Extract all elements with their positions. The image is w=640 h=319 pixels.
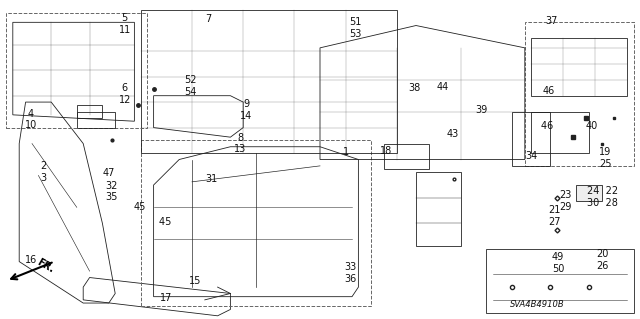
Text: 52
54: 52 54 bbox=[184, 75, 197, 97]
Text: 20
26: 20 26 bbox=[596, 249, 609, 271]
Text: 2
3: 2 3 bbox=[40, 161, 47, 183]
Text: 18: 18 bbox=[380, 146, 393, 156]
Text: 38: 38 bbox=[408, 83, 421, 93]
Text: 45: 45 bbox=[159, 217, 174, 227]
Text: 5
11: 5 11 bbox=[118, 13, 131, 35]
Text: 49
50: 49 50 bbox=[552, 252, 564, 274]
Bar bbox=[6, 13, 147, 128]
Text: 33
36: 33 36 bbox=[344, 262, 357, 284]
Text: SVA4B4910B: SVA4B4910B bbox=[510, 300, 565, 309]
Text: 4
10: 4 10 bbox=[24, 109, 37, 130]
Text: 44: 44 bbox=[436, 82, 449, 92]
Text: 39: 39 bbox=[475, 105, 488, 115]
Text: 17: 17 bbox=[160, 293, 173, 303]
Text: 21
27: 21 27 bbox=[548, 205, 561, 227]
Text: 43: 43 bbox=[446, 129, 459, 139]
Text: 8
13: 8 13 bbox=[234, 133, 246, 154]
Bar bbox=[525, 22, 634, 166]
Text: 9
14: 9 14 bbox=[240, 99, 253, 121]
Text: 6
12: 6 12 bbox=[118, 83, 131, 105]
Text: 40: 40 bbox=[585, 121, 598, 131]
Text: 31: 31 bbox=[205, 174, 218, 184]
Text: 1: 1 bbox=[342, 146, 349, 157]
Text: 37: 37 bbox=[545, 16, 558, 26]
Text: 34: 34 bbox=[525, 151, 538, 161]
Bar bbox=[77, 105, 102, 118]
Text: 19
25: 19 25 bbox=[599, 147, 612, 169]
Text: 23
29: 23 29 bbox=[559, 190, 572, 212]
Text: 46: 46 bbox=[543, 86, 556, 96]
Text: 46: 46 bbox=[541, 121, 557, 131]
Text: 24  22
30  28: 24 22 30 28 bbox=[588, 186, 618, 208]
Text: 47: 47 bbox=[102, 168, 115, 178]
Text: 15: 15 bbox=[189, 276, 202, 286]
Text: 7: 7 bbox=[205, 14, 211, 24]
Text: 45: 45 bbox=[133, 202, 146, 212]
Text: FR.: FR. bbox=[35, 257, 56, 275]
Bar bbox=[576, 185, 602, 201]
Text: 51
53: 51 53 bbox=[349, 17, 362, 39]
Bar bbox=[141, 140, 371, 306]
Text: 16: 16 bbox=[24, 255, 37, 265]
Bar bbox=[77, 112, 115, 128]
Text: 32
35: 32 35 bbox=[105, 181, 118, 202]
